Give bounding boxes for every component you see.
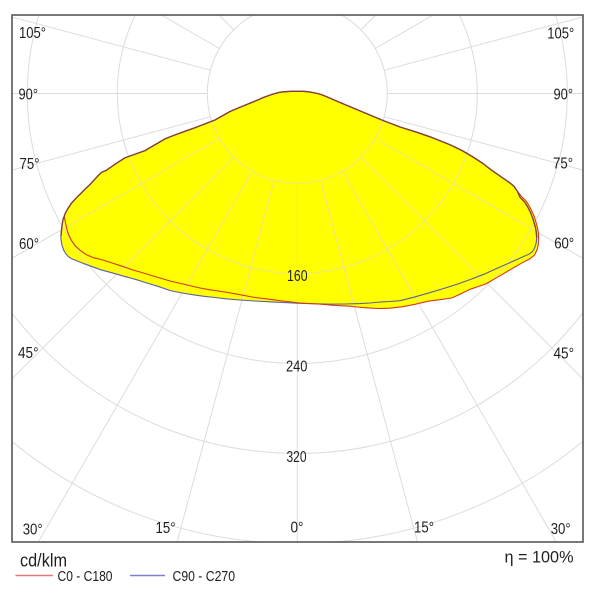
svg-text:320: 320 xyxy=(287,449,307,466)
svg-text:30°: 30° xyxy=(23,522,43,539)
svg-text:60°: 60° xyxy=(19,236,39,253)
svg-text:15°: 15° xyxy=(156,520,176,537)
svg-text:cd/klm: cd/klm xyxy=(20,551,67,571)
svg-text:75°: 75° xyxy=(20,156,40,173)
svg-text:C0 - C180: C0 - C180 xyxy=(58,568,113,585)
svg-text:30°: 30° xyxy=(551,521,571,538)
svg-text:75°: 75° xyxy=(553,156,573,173)
svg-text:105°: 105° xyxy=(547,26,574,43)
svg-text:90°: 90° xyxy=(554,87,574,104)
svg-text:0°: 0° xyxy=(291,520,304,537)
svg-text:45°: 45° xyxy=(18,345,39,362)
svg-text:90°: 90° xyxy=(19,87,39,104)
svg-text:η = 100%: η = 100% xyxy=(505,549,574,567)
svg-text:15°: 15° xyxy=(414,520,434,537)
svg-text:C90 - C270: C90 - C270 xyxy=(173,568,236,585)
svg-text:160: 160 xyxy=(287,268,308,285)
svg-text:45°: 45° xyxy=(554,346,575,363)
svg-text:60°: 60° xyxy=(554,236,574,253)
svg-text:105°: 105° xyxy=(19,25,46,42)
svg-text:240: 240 xyxy=(286,359,308,376)
